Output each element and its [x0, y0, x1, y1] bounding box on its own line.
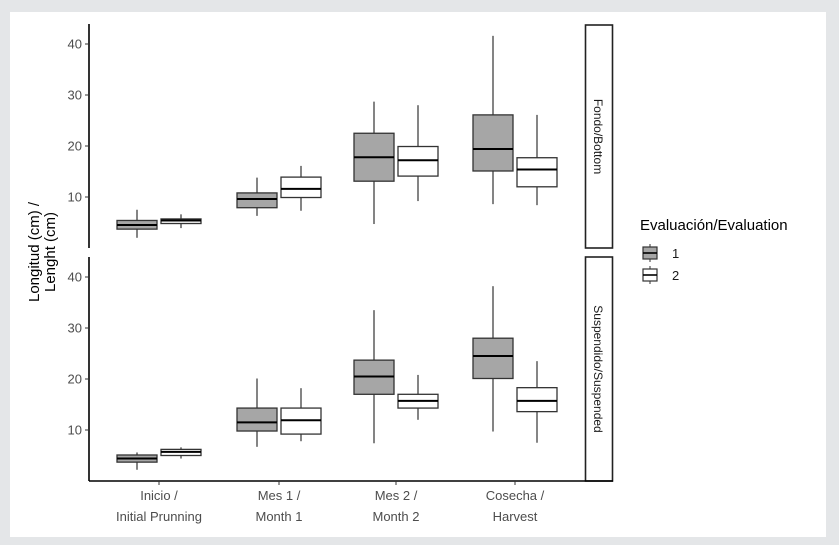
box-1-3: [353, 310, 395, 444]
box-1-3: [353, 101, 395, 225]
y-tick-label: 30: [68, 88, 82, 103]
box-1-2: [236, 378, 278, 447]
box-2-3: [397, 105, 439, 202]
y-tick-label: 10: [68, 423, 82, 438]
box-2-1: [160, 214, 202, 229]
x-tick-label-line1: Cosecha /: [486, 488, 545, 503]
x-tick-label-line1: Mes 1 /: [258, 488, 301, 503]
y-tick-label: 20: [68, 372, 82, 387]
legend-title: Evaluación/Evaluation: [640, 217, 788, 234]
y-tick-label: 40: [68, 37, 82, 52]
box-2-2: [280, 388, 322, 442]
box-2-4: [516, 361, 558, 443]
x-tick-label-line2: Initial Prunning: [116, 509, 202, 524]
panel-2: 10 20 30 40 Suspendido/Suspended: [68, 256, 614, 482]
box: [472, 337, 514, 380]
x-tick-label-line2: Harvest: [493, 509, 538, 524]
legend: Evaluación/Evaluation 12: [640, 217, 788, 284]
legend-label: 2: [672, 268, 679, 283]
strip-label: Fondo/Bottom: [591, 99, 605, 174]
legend-entries: 12: [642, 244, 679, 284]
x-tick-label-line1: Inicio /: [140, 488, 178, 503]
y-axis-title-line1: Longitud (cm) /: [26, 201, 43, 302]
box-2-4: [516, 114, 558, 206]
chart-card: [10, 12, 826, 537]
x-ticks: Inicio / Initial Prunning Mes 1 / Month 1 Me…: [116, 481, 545, 524]
box-1-1: [116, 452, 158, 470]
box: [236, 407, 278, 432]
legend-entry-1: 1: [642, 244, 679, 262]
x-tick-label-line2: Month 2: [373, 509, 420, 524]
x-tick-label-line1: Mes 2 /: [375, 488, 418, 503]
box-2-1: [160, 447, 202, 459]
box: [472, 114, 514, 172]
box-1-1: [116, 209, 158, 238]
legend-entry-2: 2: [642, 266, 679, 284]
panel-1: 10 20 30 40 Fondo/Bottom: [68, 24, 614, 249]
y-tick-label: 40: [68, 270, 82, 285]
box: [516, 387, 558, 413]
strip-box: [584, 24, 614, 249]
box-1-2: [236, 177, 278, 216]
y-tick-label: 10: [68, 190, 82, 205]
x-tick-label-line2: Month 1: [256, 509, 303, 524]
panels: 10 20 30 40 Fondo/Bottom 10 20 30 40 Suspendido/S…: [68, 24, 614, 482]
box-1-4: [472, 35, 514, 205]
y-tick-label: 20: [68, 139, 82, 154]
y-axis-title-line2: Lenght (cm): [42, 212, 59, 292]
box: [397, 145, 439, 177]
box: [516, 157, 558, 188]
box: [280, 176, 322, 199]
box-1-4: [472, 286, 514, 432]
box: [236, 192, 278, 209]
box-2-2: [280, 165, 322, 211]
strip-label: Suspendido/Suspended: [591, 305, 605, 432]
legend-label: 1: [672, 246, 679, 261]
y-tick-label: 30: [68, 321, 82, 336]
box-2-3: [397, 374, 439, 420]
